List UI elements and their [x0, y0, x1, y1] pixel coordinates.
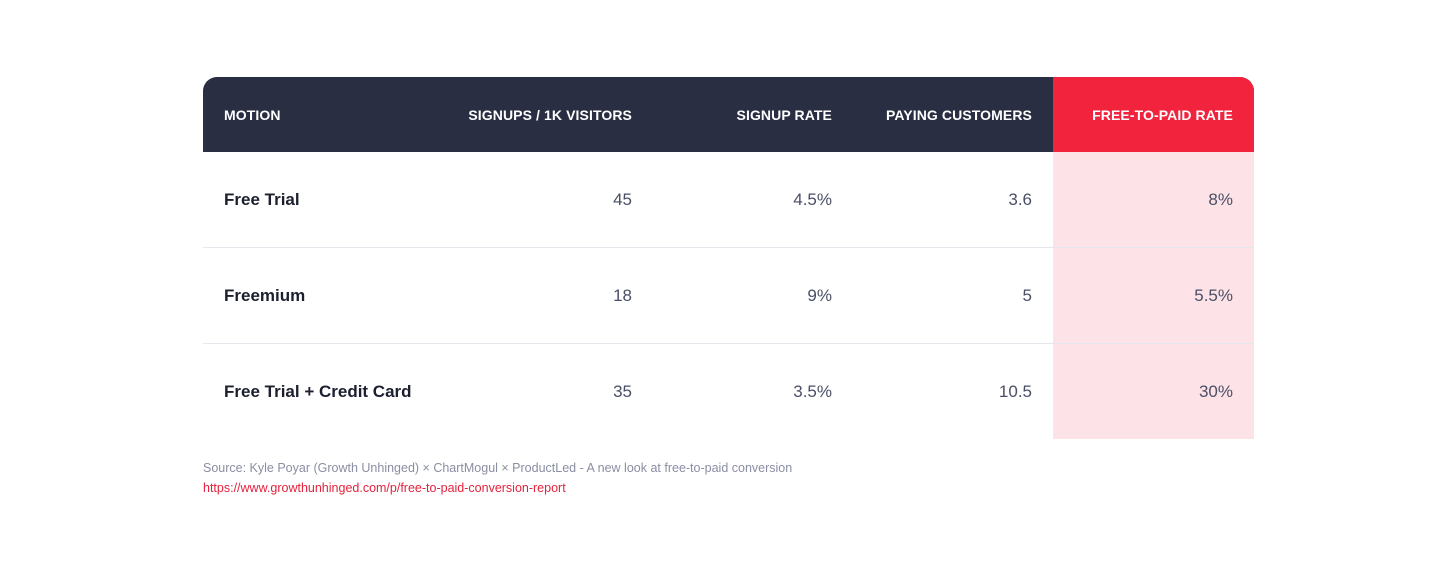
row-paying-customers-cell: 10.5	[998, 381, 1032, 401]
row-free-to-paid-rate-cell: 30%	[1053, 344, 1254, 439]
conversion-table: MOTION SIGNUPS / 1K VISITORS SIGNUP RATE…	[203, 77, 1254, 439]
row-free-to-paid-rate-cell: 5.5%	[1053, 248, 1254, 343]
column-header-paying-customers: PAYING CUSTOMERS	[885, 106, 1032, 123]
table-row: Freemium 18 9% 5 5.5%	[203, 247, 1254, 343]
row-signup-rate-cell: 9%	[807, 285, 832, 305]
table-row: Free Trial + Credit Card 35 3.5% 10.5 30…	[203, 343, 1254, 439]
column-header-signups: SIGNUPS / 1K VISITORS	[468, 106, 632, 123]
row-free-to-paid-rate-cell: 8%	[1053, 152, 1254, 247]
column-header-motion: MOTION	[224, 106, 281, 123]
source-note: Source: Kyle Poyar (Growth Unhinged) × C…	[203, 458, 792, 498]
row-signups-cell: 35	[613, 381, 632, 401]
row-signups-cell: 18	[613, 285, 632, 305]
row-motion-cell: Free Trial + Credit Card	[224, 381, 412, 401]
table-header-row: MOTION SIGNUPS / 1K VISITORS SIGNUP RATE…	[203, 77, 1254, 152]
row-paying-customers-cell: 3.6	[1008, 189, 1032, 209]
column-header-free-to-paid-rate: FREE-TO-PAID RATE	[1053, 77, 1254, 152]
row-signup-rate-cell: 4.5%	[793, 189, 832, 209]
column-header-signup-rate: SIGNUP RATE	[736, 106, 832, 123]
row-motion-cell: Freemium	[224, 285, 306, 305]
source-link[interactable]: https://www.growthunhinged.com/p/free-to…	[203, 481, 566, 495]
row-signups-cell: 45	[613, 189, 632, 209]
row-motion-cell: Free Trial	[224, 189, 300, 209]
table-row: Free Trial 45 4.5% 3.6 8%	[203, 152, 1254, 247]
source-text: Source: Kyle Poyar (Growth Unhinged) × C…	[203, 461, 793, 475]
row-paying-customers-cell: 5	[1022, 285, 1032, 305]
row-signup-rate-cell: 3.5%	[793, 381, 832, 401]
